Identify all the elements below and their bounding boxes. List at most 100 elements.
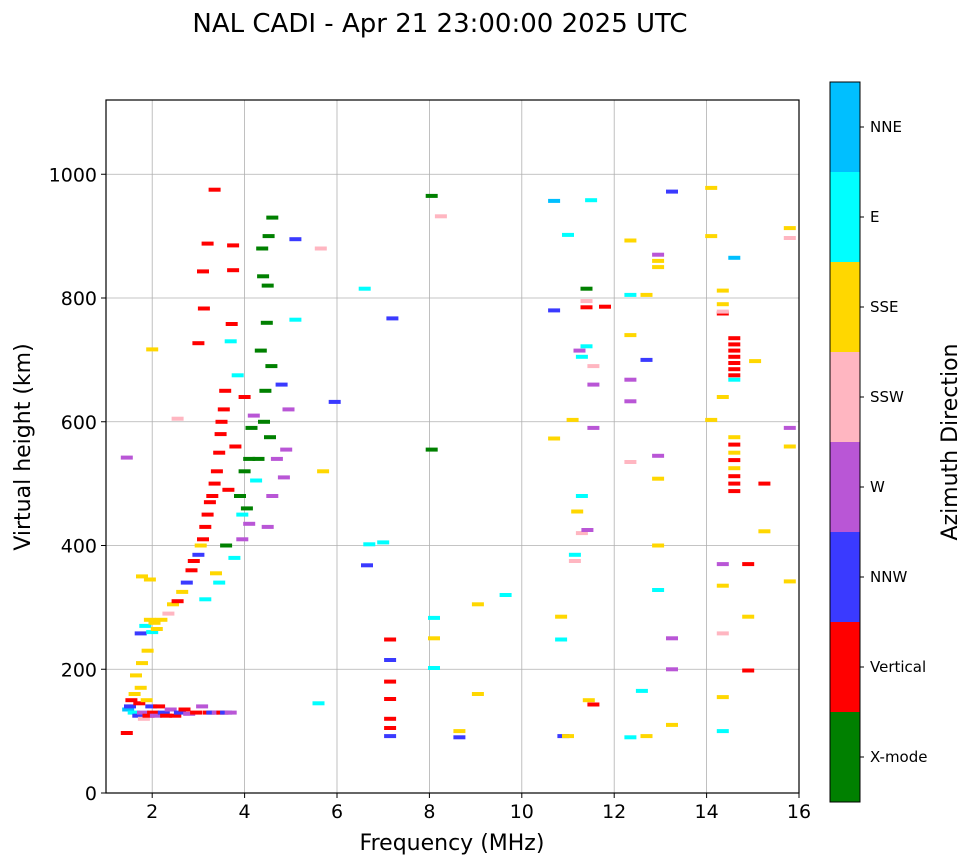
echo-point: [136, 661, 148, 666]
echo-point: [548, 308, 561, 313]
colorbar-segment: [830, 712, 860, 802]
echo-point: [130, 673, 142, 678]
echo-point: [146, 347, 159, 352]
echo-point: [555, 614, 568, 619]
echo-point: [220, 543, 233, 548]
echo-point: [434, 214, 447, 219]
y-axis-ticks: 0 200 400 600 800 1000: [49, 164, 106, 805]
echo-point: [328, 399, 341, 404]
echo-point: [428, 636, 440, 641]
echo-point: [229, 444, 242, 449]
echo-point: [247, 413, 260, 418]
echo-point: [652, 453, 665, 458]
colorbar-tick-label: E: [870, 208, 879, 226]
echo-point: [742, 614, 755, 619]
echo-point: [264, 435, 276, 440]
x-tick-label: 16: [787, 801, 811, 823]
colorbar-segment: [830, 442, 860, 532]
echo-point: [228, 555, 241, 560]
echo-point: [136, 574, 148, 579]
echo-point: [716, 309, 729, 314]
echo-point: [245, 425, 258, 430]
echo-point: [562, 734, 574, 739]
echo-point: [155, 617, 168, 622]
echo-point: [425, 193, 438, 198]
echo-point: [728, 377, 741, 382]
chart-title: NAL CADI - Apr 21 23:00:00 2025 UTC: [192, 9, 687, 39]
y-tick-label: 200: [61, 659, 97, 681]
echo-point: [150, 627, 163, 631]
echo-point: [384, 726, 397, 730]
x-axis-ticks: 2 4 6 8 10 12 14 16: [146, 793, 811, 823]
echo-point: [122, 707, 135, 712]
echo-point: [742, 668, 755, 673]
echo-point: [624, 238, 637, 243]
echo-point: [236, 537, 249, 542]
echo-point: [231, 373, 244, 378]
colorbar-tick-label: NNW: [870, 568, 907, 586]
echo-point: [208, 481, 221, 486]
echo-point: [575, 531, 588, 536]
echo-point: [275, 382, 288, 387]
echo-point: [192, 341, 205, 346]
x-tick-label: 8: [423, 801, 435, 823]
echo-point: [120, 455, 133, 460]
echo-point: [224, 710, 237, 715]
echo-point: [728, 348, 741, 353]
echo-point: [384, 679, 397, 684]
y-tick-label: 800: [61, 288, 97, 310]
echo-point: [453, 735, 466, 740]
echo-point: [120, 731, 133, 735]
echo-point: [282, 407, 295, 412]
echo-point: [280, 447, 293, 452]
echo-point: [257, 274, 270, 279]
echo-point: [149, 713, 162, 718]
echo-point: [137, 710, 149, 715]
echo-point: [254, 348, 267, 353]
echo-point: [146, 630, 159, 635]
echo-point: [555, 637, 568, 642]
echo-point: [224, 339, 237, 344]
x-tick-label: 6: [331, 801, 343, 823]
echo-point: [213, 580, 226, 585]
echo-point: [358, 286, 371, 291]
echo-point: [206, 494, 219, 498]
echo-point: [140, 698, 153, 703]
echo-point: [187, 559, 200, 563]
echo-point: [252, 456, 265, 461]
echo-point: [716, 562, 729, 567]
echo-point: [133, 701, 146, 706]
colorbar-segment: [830, 622, 860, 712]
echo-point: [213, 450, 226, 455]
echo-point: [742, 562, 755, 567]
echo-point: [716, 631, 729, 636]
echo-point: [716, 583, 729, 588]
echo-point: [652, 265, 665, 270]
echo-point: [728, 255, 741, 260]
x-tick-label: 14: [695, 801, 719, 823]
echo-point: [262, 234, 275, 239]
echo-point: [599, 304, 611, 309]
echo-point: [666, 636, 678, 641]
colorbar-frame: [829, 81, 861, 803]
echo-point: [587, 382, 600, 387]
echo-point: [652, 543, 665, 548]
echo-point: [575, 494, 588, 498]
echo-point: [250, 478, 263, 483]
echo-point: [134, 631, 147, 636]
echo-point: [716, 729, 729, 734]
echo-point: [758, 481, 771, 486]
echo-point: [261, 524, 274, 529]
colorbar-segment: [830, 82, 860, 172]
echo-point: [199, 524, 212, 529]
echo-point: [499, 593, 512, 597]
echo-point: [137, 716, 150, 721]
echo-point: [580, 286, 593, 291]
echo-point: [728, 361, 741, 365]
echo-point: [471, 602, 484, 607]
echo-point: [173, 710, 186, 715]
echo-point: [548, 198, 561, 203]
echo-point: [261, 283, 274, 288]
colorbar-segment: [830, 352, 860, 442]
